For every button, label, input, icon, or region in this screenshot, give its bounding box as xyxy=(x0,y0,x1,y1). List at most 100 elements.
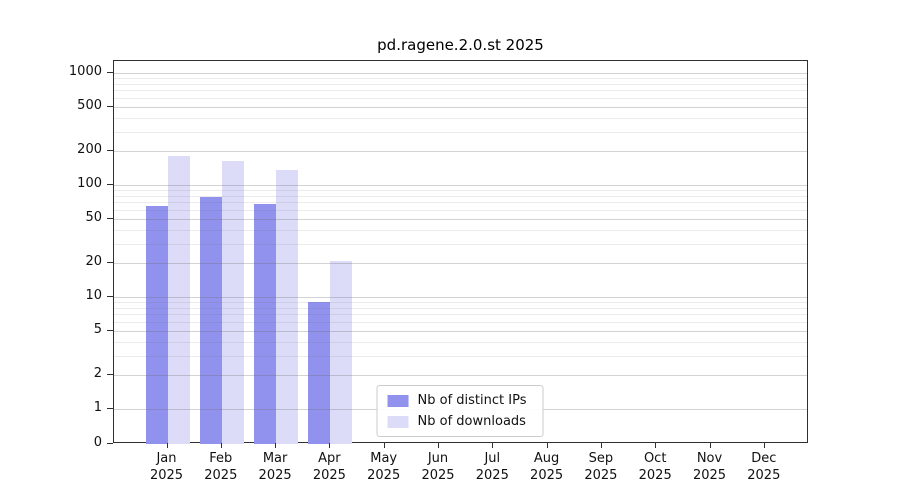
x-tick-month: Jul xyxy=(484,451,501,466)
gridline-minor xyxy=(114,90,807,92)
x-tick-year: 2025 xyxy=(692,468,727,483)
y-tick-label: 20 xyxy=(85,254,102,270)
y-tick-label: 1 xyxy=(93,400,102,415)
x-tick-label: Feb 2025 xyxy=(191,450,251,484)
gridline-major xyxy=(114,185,807,186)
x-tick-mark xyxy=(166,443,168,448)
gridline-major xyxy=(114,330,807,332)
bar-distinct-ips-mar xyxy=(254,204,277,444)
bar-distinct-ips-apr xyxy=(308,302,331,444)
x-tick-month: May xyxy=(370,451,398,466)
gridline-minor xyxy=(114,243,807,245)
x-tick-label: Jun 2025 xyxy=(408,450,468,484)
x-tick-label: Apr 2025 xyxy=(299,450,359,484)
gridline-minor xyxy=(114,190,807,192)
x-tick-month: Nov xyxy=(696,451,723,466)
gridline-minor xyxy=(114,321,807,323)
x-tick-month: Feb xyxy=(209,451,233,466)
y-tick-mark xyxy=(107,443,113,444)
y-tick-label: 50 xyxy=(85,209,102,225)
x-tick-year: 2025 xyxy=(149,468,184,483)
x-tick-year: 2025 xyxy=(258,468,292,483)
y-tick-label: 100 xyxy=(77,176,102,191)
gridline-minor xyxy=(114,229,807,231)
x-tick-year: 2025 xyxy=(312,468,346,483)
x-tick-mark xyxy=(275,443,277,448)
gridline-minor xyxy=(114,209,807,211)
x-tick-mark xyxy=(709,443,711,448)
gridline-minor xyxy=(114,83,807,85)
legend: Nb of distinct IPs Nb of downloads xyxy=(376,385,544,437)
x-tick-year: 2025 xyxy=(584,468,618,483)
x-tick-label: Mar 2025 xyxy=(245,450,305,484)
x-tick-month: Mar xyxy=(262,451,288,466)
x-tick-label: Nov 2025 xyxy=(680,450,740,484)
gridline-minor xyxy=(114,195,807,197)
x-tick-month: Aug xyxy=(533,451,560,466)
x-tick-year: 2025 xyxy=(204,468,238,483)
x-tick-month: Jan xyxy=(156,451,177,466)
x-tick-mark xyxy=(546,443,548,448)
gridline-minor xyxy=(114,202,807,204)
gridline-major xyxy=(114,297,807,298)
x-tick-month: Dec xyxy=(751,451,777,466)
bar-downloads-feb xyxy=(221,160,244,444)
x-tick-mark xyxy=(600,443,602,448)
y-tick-label: 200 xyxy=(77,142,102,158)
bar-downloads-mar xyxy=(276,170,299,444)
gridline-minor xyxy=(114,131,807,133)
x-tick-mark xyxy=(329,443,331,448)
bar-downloads-apr xyxy=(330,260,353,444)
gridline-minor xyxy=(114,97,807,99)
gridline-minor xyxy=(114,341,807,343)
gridline-minor xyxy=(114,314,807,316)
legend-swatch-downloads xyxy=(387,415,409,428)
gridline-minor xyxy=(114,355,807,357)
y-tick-label: 5 xyxy=(93,321,102,337)
legend-swatch-distinct-ips xyxy=(387,394,409,407)
gridline-minor xyxy=(114,307,807,309)
legend-label-downloads: Nb of downloads xyxy=(417,414,526,429)
x-tick-month: Apr xyxy=(318,451,341,466)
gridline-major xyxy=(114,151,807,153)
x-tick-year: 2025 xyxy=(530,468,564,483)
x-tick-year: 2025 xyxy=(475,468,509,483)
y-tick-label: 2 xyxy=(93,366,102,382)
x-tick-mark xyxy=(763,443,765,448)
gridline-minor xyxy=(114,78,807,80)
y-tick-label: 0 xyxy=(93,435,102,450)
gridline-major xyxy=(114,73,807,74)
legend-item-distinct-ips: Nb of distinct IPs xyxy=(387,393,527,408)
x-tick-year: 2025 xyxy=(747,468,781,483)
gridline-minor xyxy=(114,117,807,119)
x-tick-month: Oct xyxy=(643,451,667,466)
x-tick-mark xyxy=(492,443,494,448)
x-tick-mark xyxy=(220,443,222,448)
x-tick-label: Sep 2025 xyxy=(571,450,631,484)
x-tick-month: Jun xyxy=(427,451,449,466)
x-tick-label: Jul 2025 xyxy=(462,450,522,484)
x-tick-year: 2025 xyxy=(421,468,455,483)
x-tick-year: 2025 xyxy=(638,468,672,483)
x-tick-label: Aug 2025 xyxy=(517,450,577,484)
x-tick-year: 2025 xyxy=(367,468,401,483)
x-tick-label: Jan 2025 xyxy=(137,450,197,484)
gridline-major xyxy=(114,106,807,108)
gridline-major xyxy=(114,375,807,377)
gridline-major xyxy=(114,263,807,265)
legend-label-distinct-ips: Nb of distinct IPs xyxy=(417,393,527,408)
x-tick-mark xyxy=(383,443,385,448)
y-tick-label: 10 xyxy=(85,288,102,303)
gridline-minor xyxy=(114,302,807,304)
x-tick-label: Dec 2025 xyxy=(734,450,794,484)
legend-item-downloads: Nb of downloads xyxy=(387,414,527,429)
x-tick-mark xyxy=(438,443,439,448)
x-tick-label: May 2025 xyxy=(354,450,414,484)
bar-distinct-ips-jan xyxy=(145,205,168,444)
y-tick-label: 1000 xyxy=(68,64,102,79)
x-tick-month: Sep xyxy=(588,451,614,466)
y-tick-label: 500 xyxy=(77,97,102,113)
chart-title: pd.ragene.2.0.st 2025 xyxy=(377,36,544,54)
gridline-major xyxy=(114,218,807,220)
